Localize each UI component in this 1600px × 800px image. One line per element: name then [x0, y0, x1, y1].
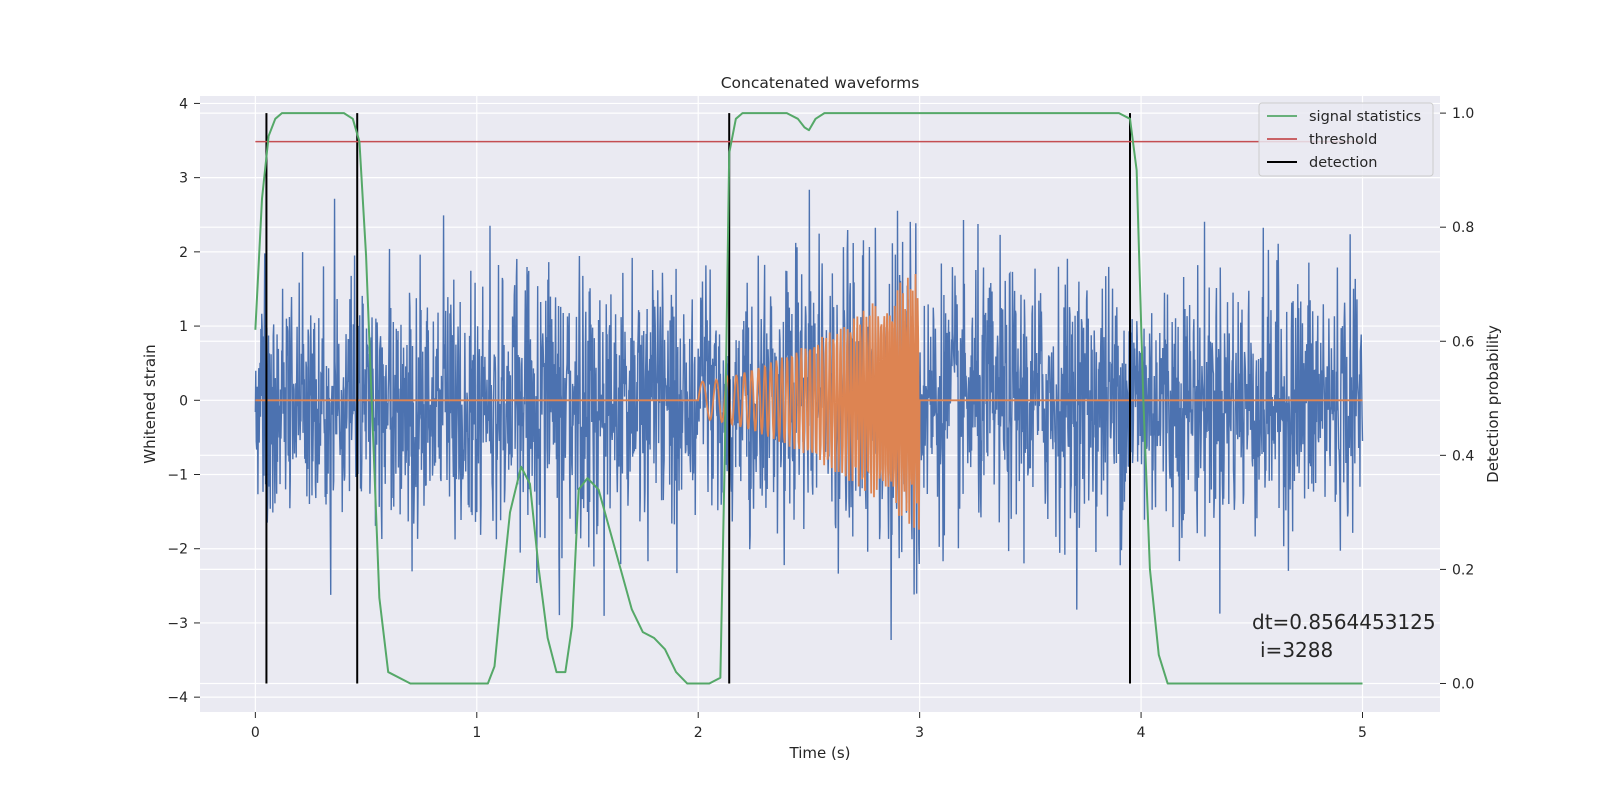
y-axis-ticks: 4 3 2 1 0 −1 −2 −3 −4 — [167, 96, 200, 706]
y2-tick-label: 1.0 — [1452, 106, 1474, 122]
y-tick-label: 1 — [179, 319, 188, 335]
y-axis-label: Whitened strain — [141, 344, 159, 463]
x-tick-label: 2 — [694, 725, 703, 741]
injected-template-series — [255, 274, 1363, 530]
y2-tick-label: 0.2 — [1452, 562, 1474, 578]
y2-tick-label: 0.8 — [1452, 220, 1474, 236]
chart-title: Concatenated waveforms — [721, 74, 920, 92]
y-tick-label: −1 — [167, 468, 188, 484]
y-tick-label: −4 — [167, 690, 188, 706]
y-tick-label: 4 — [179, 96, 188, 112]
y-tick-label: 0 — [179, 393, 188, 409]
signal-statistics-series — [254, 112, 1363, 685]
x-tick-label: 3 — [915, 725, 924, 741]
x-axis-ticks: 0 1 2 3 4 5 — [251, 712, 1367, 741]
x-tick-label: 5 — [1358, 725, 1367, 741]
y-tick-label: −2 — [167, 542, 188, 558]
y2-axis-ticks: 1.0 0.8 0.6 0.4 0.2 0.0 — [1440, 106, 1474, 692]
y2-tick-label: 0.4 — [1452, 448, 1474, 464]
x-axis-label: Time (s) — [789, 744, 851, 762]
legend-label-detection: detection — [1309, 155, 1377, 171]
x-tick-label: 0 — [251, 725, 260, 741]
legend-label-signal-statistics: signal statistics — [1309, 109, 1421, 125]
legend-box — [1258, 102, 1434, 177]
annotation-i: i=3288 — [1260, 638, 1333, 662]
legend: signal statistics threshold detection — [1258, 102, 1434, 177]
signal-statistics-curve — [254, 112, 1363, 685]
y-tick-label: 3 — [179, 171, 188, 187]
annotation-dt: dt=0.8564453125 — [1252, 610, 1436, 634]
legend-label-threshold: threshold — [1309, 132, 1377, 148]
y2-tick-label: 0.0 — [1452, 676, 1474, 692]
template-trace — [255, 274, 1363, 530]
x-tick-label: 1 — [472, 725, 481, 741]
y-tick-label: −3 — [167, 616, 188, 632]
y2-tick-label: 0.6 — [1452, 334, 1474, 350]
y-tick-label: 2 — [179, 245, 188, 261]
x-tick-label: 4 — [1137, 725, 1146, 741]
y2-axis-label: Detection probability — [1484, 325, 1502, 483]
